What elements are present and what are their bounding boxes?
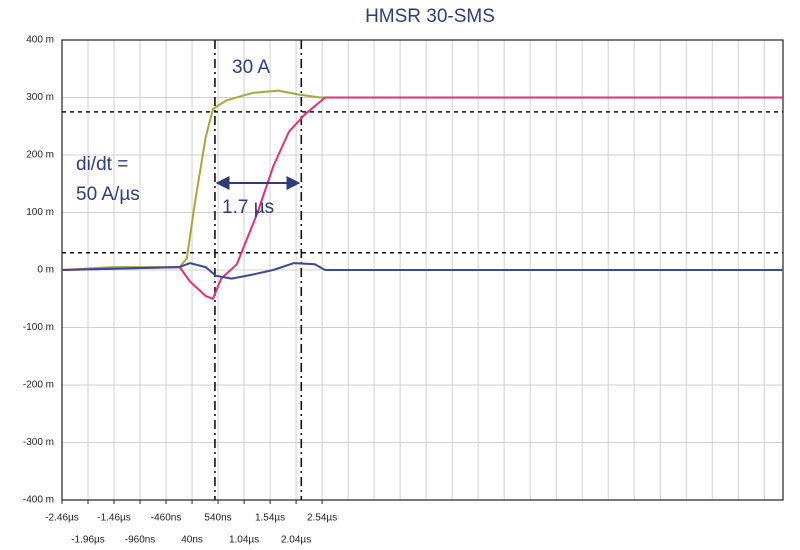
annotation: 50 A/µs (76, 184, 140, 205)
y-tick-label: -300 m (23, 437, 54, 448)
y-tick-label: 0 m (37, 265, 54, 276)
marks (61, 40, 783, 500)
x-tick-label: -1.96µs (71, 535, 105, 546)
y-tick-label: 100 m (26, 207, 54, 218)
x-tick-label: -960ns (125, 535, 156, 546)
x-tick-label: -460ns (151, 513, 182, 524)
y-tick-label: -200 m (23, 380, 54, 391)
x-tick-label: -1.46µs (97, 513, 131, 524)
y-tick-label: 300 m (26, 92, 54, 103)
series-line (61, 262, 783, 280)
annotation: 30 A (232, 57, 270, 78)
x-tick-label: 1.04µs (229, 535, 259, 546)
y-tick-label: -400 m (23, 495, 54, 506)
series-line (61, 96, 783, 300)
y-tick-label: -100 m (23, 322, 54, 333)
y-tick-label: 400 m (26, 35, 54, 46)
annotation: 1.7 µs (222, 197, 274, 218)
grid (61, 39, 783, 504)
x-tick-label: 2.04µs (281, 535, 311, 546)
series-line (61, 89, 783, 271)
x-tick-label: 540ns (204, 513, 231, 524)
annotation: di/dt = (76, 154, 128, 175)
x-tick-label: 1.54µs (255, 513, 285, 524)
x-tick-label: 40ns (181, 535, 203, 546)
y-tick-label: 200 m (26, 150, 54, 161)
chart-title: HMSR 30-SMS (365, 6, 495, 27)
x-tick-label: 2.54µs (307, 513, 337, 524)
x-tick-label: -2.46µs (45, 513, 79, 524)
